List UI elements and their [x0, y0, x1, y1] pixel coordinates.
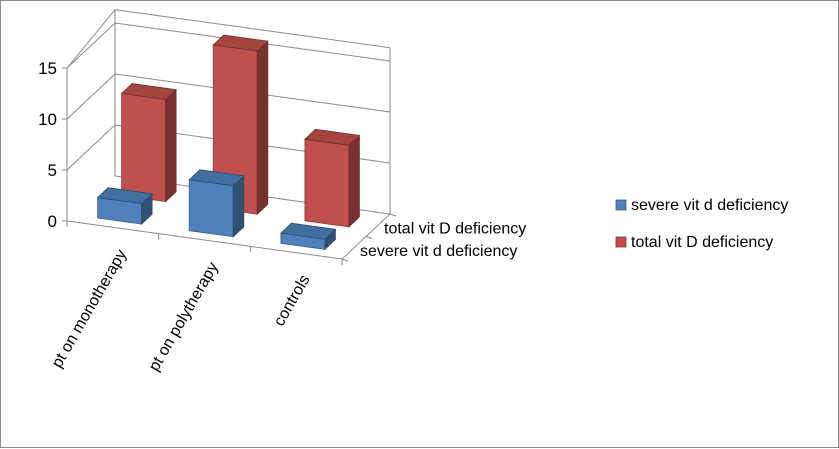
- category-label: pt on monotherapy: [49, 247, 130, 371]
- bar-top-face: [188, 169, 245, 187]
- category-label: pt on polytherapy: [146, 260, 222, 375]
- y-tick-label: 15: [38, 59, 57, 78]
- bar-top-face: [120, 83, 177, 101]
- depth-label: total vit D deficiency: [384, 220, 526, 237]
- y-axis-ticks: 0 5 10 15: [38, 59, 397, 265]
- depth-label: severe vit d deficiency: [360, 243, 517, 260]
- bar: [280, 222, 337, 251]
- bar-front-face: [121, 93, 167, 203]
- legend-swatch: [615, 236, 627, 248]
- gridline: [66, 124, 391, 171]
- bar-front-face: [304, 138, 350, 228]
- bar-side-face: [165, 88, 177, 203]
- legend-item: severe vit d deficiency: [615, 197, 788, 214]
- bar-side-face: [256, 40, 269, 216]
- depth-axis-labels: severe vit d deficiency total vit D defic…: [360, 220, 526, 260]
- depth-tick-mark: [389, 213, 397, 217]
- bar: [96, 187, 153, 226]
- bar-side-face: [348, 134, 360, 228]
- bar-top-face: [304, 128, 361, 146]
- depth-tick-mark: [365, 236, 373, 239]
- legend: severe vit d deficiency total vit D defic…: [615, 197, 788, 251]
- y-tick-label: 0: [48, 212, 57, 231]
- legend-label: severe vit d deficiency: [631, 197, 788, 214]
- bar: [188, 169, 245, 238]
- bar: [304, 128, 361, 228]
- bar: [120, 83, 177, 203]
- gridline: [66, 22, 391, 69]
- depth-tick-mark: [341, 258, 349, 262]
- y-tick-label: 5: [48, 161, 57, 180]
- bars: [96, 34, 361, 251]
- bar-top-face: [212, 34, 269, 52]
- x-axis-categories: pt on monotherapy pt on polytherapy contro…: [49, 247, 314, 374]
- bar-top-face: [280, 222, 337, 240]
- legend-item: total vit D deficiency: [615, 234, 773, 251]
- legend-label: total vit D deficiency: [631, 234, 773, 251]
- y-tick-label: 10: [38, 110, 57, 129]
- bar: [212, 34, 269, 216]
- legend-swatch: [615, 199, 627, 211]
- category-label: controls: [271, 272, 314, 329]
- gridlines: [66, 22, 391, 171]
- gridline: [66, 73, 391, 120]
- bar-front-face: [188, 179, 234, 238]
- bar-side-face: [232, 174, 245, 238]
- bar-top-face: [96, 187, 153, 205]
